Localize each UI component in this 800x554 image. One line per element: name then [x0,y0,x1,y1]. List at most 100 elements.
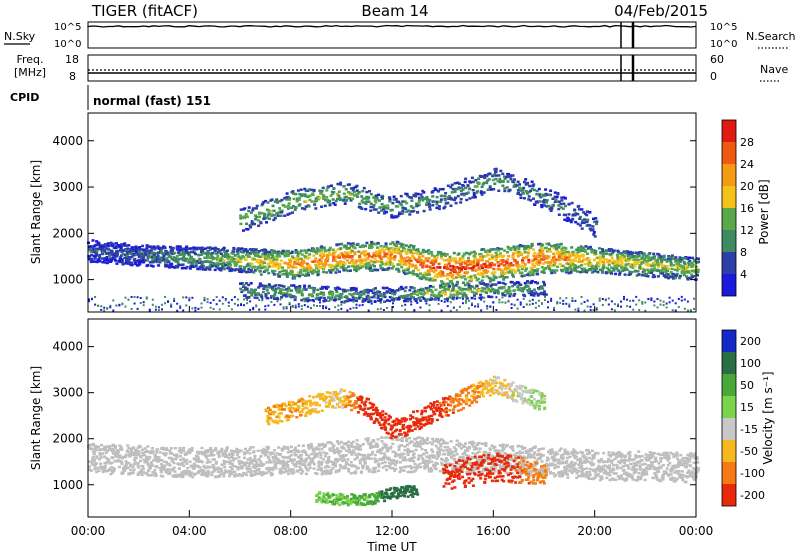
power-cell [352,186,356,190]
power-cell [610,248,614,251]
power-cell [639,252,643,255]
power-cell [416,293,420,296]
power-cell [148,245,152,248]
power-cell [233,261,237,265]
power-cell [565,219,569,222]
noise-panel: N.Sky 10^5 10^0 10^5 10^0 N.Search [4,21,796,50]
power-cell [296,260,300,263]
power-cell [492,288,496,292]
velocity-cell [87,460,91,463]
power-cell [278,255,282,258]
power-cell [282,292,286,295]
power-cell [536,261,540,264]
power-cell [586,218,590,221]
power-cell [326,296,330,299]
power-cell [243,248,247,252]
power-cell [393,297,396,301]
power-cell [443,205,447,208]
power-cell [129,247,133,251]
power-cell [684,269,688,272]
power-cell [666,269,670,272]
power-cell [288,197,292,200]
power-cell [530,187,534,191]
power-cell [536,254,540,257]
power-cell [429,296,433,300]
power-cell [420,277,424,281]
velocity-cell [196,456,200,459]
power-cell [362,186,366,190]
power-cell [105,244,109,247]
power-cell [464,271,468,274]
power-cell [610,251,614,255]
power-cell [273,200,277,203]
power-cell [253,296,257,299]
power-cell [271,265,275,268]
power-cell [477,259,481,262]
power-cell [380,209,383,212]
power-cell [439,270,443,273]
power-cell [485,291,489,295]
power-cell [402,296,405,299]
power-cell [351,242,355,245]
power-cell [133,253,137,256]
power-cell [382,212,386,215]
power-cell [506,258,510,261]
power-cell [254,293,258,296]
power-cell [495,296,498,299]
power-cell [499,262,503,266]
power-cell [91,298,93,301]
power-colorbar-tick-4: 20 [740,180,754,193]
power-cell [372,254,376,257]
power-cell [686,300,689,303]
power-cell [349,242,353,246]
power-cell [265,250,269,253]
power-cell [280,209,284,212]
velocity-cell [147,457,151,461]
power-cell [618,259,622,262]
power-cell [358,304,361,307]
power-cell [583,258,587,261]
power-cell [620,263,624,266]
power-cell [296,271,300,274]
power-cell [278,211,282,214]
power-cell [659,270,662,274]
power-cell [362,263,366,266]
velocity-cell [175,455,179,459]
power-cell [531,273,535,277]
velocity-cell [172,466,176,470]
power-cell [305,262,309,266]
power-cell [162,245,166,248]
power-cell [334,306,337,309]
power-cell [591,265,595,268]
power-cell [382,292,386,295]
power-cell [492,276,496,280]
power-cell [178,247,182,250]
power-cell [489,288,493,292]
velocity-cell [207,454,211,457]
power-cell [426,298,430,301]
velocity-cell [153,469,157,472]
velocity-cell [146,462,150,466]
power-colorbar-tick-0: 4 [740,268,747,281]
power-cell [499,169,503,173]
power-cell [273,295,276,298]
velocity-cell [151,451,155,455]
power-cell [362,292,366,296]
power-cell [288,263,292,266]
power-cell [322,254,326,258]
power-cell [104,244,107,248]
power-cell [351,296,355,299]
power-cell [531,259,535,263]
velocity-cell [143,461,147,464]
power-cell [471,269,475,272]
power-cell [511,264,515,267]
power-cell [348,197,352,200]
power-cell [218,299,221,302]
power-cell [203,296,206,299]
power-cell [451,269,455,273]
velocity-cell [146,473,150,477]
velocity-cell [217,453,221,456]
power-cell [232,252,235,256]
power-cell [686,278,690,281]
power-cell [516,252,520,255]
